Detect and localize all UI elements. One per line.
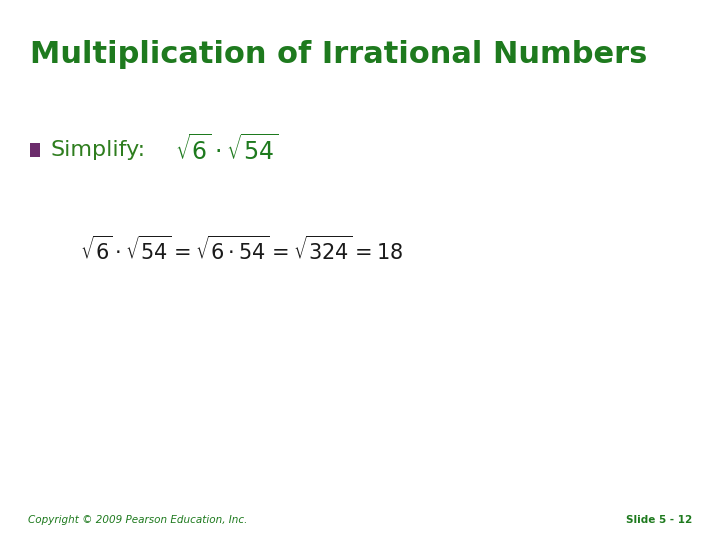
Text: Slide 5 - 12: Slide 5 - 12 — [626, 515, 692, 525]
Text: Simplify:: Simplify: — [50, 140, 145, 160]
Text: $\sqrt{6}\cdot\sqrt{54}=\sqrt{6\cdot54}=\sqrt{324}=18$: $\sqrt{6}\cdot\sqrt{54}=\sqrt{6\cdot54}=… — [80, 236, 403, 264]
Text: $\sqrt{6}\cdot\sqrt{54}$: $\sqrt{6}\cdot\sqrt{54}$ — [175, 135, 278, 165]
Text: Copyright © 2009 Pearson Education, Inc.: Copyright © 2009 Pearson Education, Inc. — [28, 515, 248, 525]
Text: Multiplication of Irrational Numbers: Multiplication of Irrational Numbers — [30, 40, 647, 69]
Bar — [30, 143, 40, 157]
